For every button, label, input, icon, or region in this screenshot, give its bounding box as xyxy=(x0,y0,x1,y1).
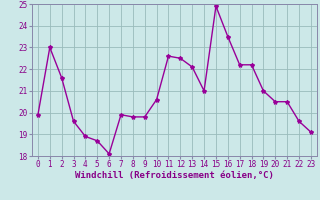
X-axis label: Windchill (Refroidissement éolien,°C): Windchill (Refroidissement éolien,°C) xyxy=(75,171,274,180)
